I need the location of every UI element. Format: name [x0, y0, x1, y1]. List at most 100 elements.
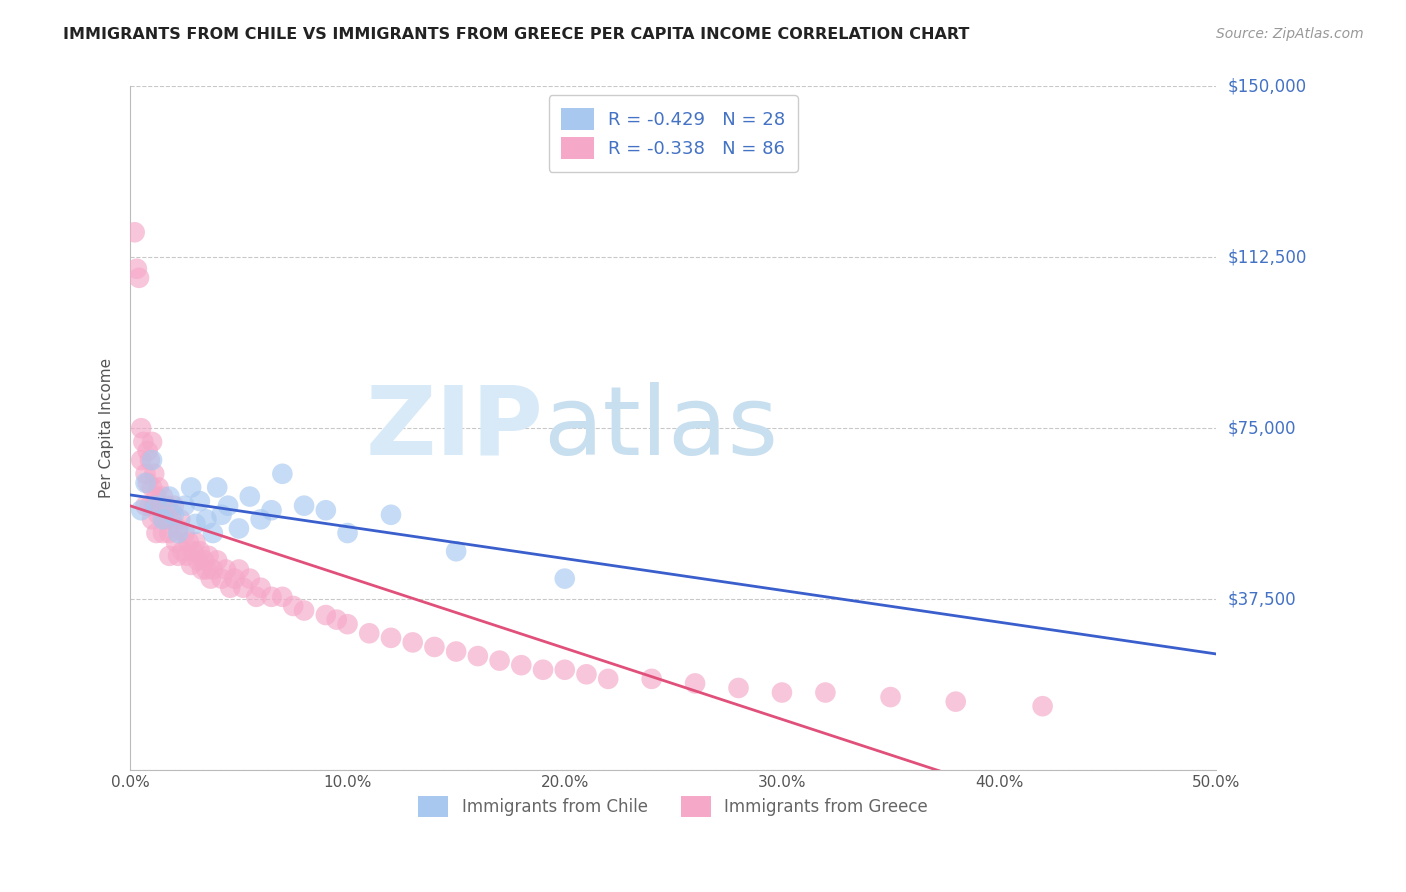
Point: [292, 499, 315, 513]
Point: [195, 512, 218, 526]
Point: [510, 658, 533, 673]
Point: [136, 475, 159, 490]
Point: [149, 499, 172, 513]
Point: [245, 590, 267, 604]
Point: [271, 467, 294, 481]
Point: [159, 526, 181, 541]
Point: [260, 590, 283, 604]
Point: [145, 490, 167, 504]
Point: [184, 535, 207, 549]
Point: [193, 553, 215, 567]
Point: [770, 685, 793, 699]
Point: [380, 508, 402, 522]
Point: [181, 544, 204, 558]
Point: [200, 572, 222, 586]
Point: [141, 453, 163, 467]
Point: [173, 526, 195, 541]
Point: [132, 434, 155, 449]
Point: [167, 521, 190, 535]
Point: [195, 562, 218, 576]
Point: [292, 603, 315, 617]
Point: [315, 503, 337, 517]
Point: [249, 581, 271, 595]
Point: [879, 690, 901, 704]
Point: [159, 490, 181, 504]
Point: [211, 508, 233, 522]
Point: [177, 535, 200, 549]
Point: [128, 270, 150, 285]
Point: [598, 672, 620, 686]
Point: [359, 626, 381, 640]
Point: [219, 581, 242, 595]
Point: [148, 480, 170, 494]
Point: [188, 544, 211, 558]
Point: [1032, 699, 1054, 714]
Point: [325, 613, 347, 627]
Point: [139, 499, 162, 513]
Point: [180, 480, 202, 494]
Point: [380, 631, 402, 645]
Point: [135, 475, 157, 490]
Point: [260, 503, 283, 517]
Point: [135, 467, 157, 481]
Point: [141, 434, 163, 449]
Point: [423, 640, 446, 654]
Point: [124, 225, 146, 239]
Point: [167, 526, 190, 541]
Point: [141, 512, 163, 526]
Point: [336, 617, 359, 632]
Point: [554, 572, 576, 586]
Point: [129, 421, 152, 435]
Point: [228, 521, 250, 535]
Point: [228, 562, 250, 576]
Point: [176, 549, 198, 563]
Text: $37,500: $37,500: [1227, 591, 1296, 608]
Point: [163, 508, 186, 522]
Point: [640, 672, 662, 686]
Point: [315, 608, 337, 623]
Text: $150,000: $150,000: [1227, 78, 1306, 95]
Point: [129, 453, 152, 467]
Point: [683, 676, 706, 690]
Text: $75,000: $75,000: [1227, 419, 1296, 437]
Text: atlas: atlas: [543, 382, 778, 475]
Point: [169, 512, 191, 526]
Point: [165, 535, 187, 549]
Point: [125, 261, 148, 276]
Point: [156, 499, 179, 513]
Point: [201, 562, 224, 576]
Point: [172, 544, 194, 558]
Point: [152, 512, 174, 526]
Point: [575, 667, 598, 681]
Point: [148, 508, 170, 522]
Point: [129, 503, 152, 517]
Point: [467, 649, 489, 664]
Text: $112,500: $112,500: [1227, 248, 1306, 267]
Point: [283, 599, 305, 613]
Point: [945, 695, 967, 709]
Point: [217, 499, 239, 513]
Point: [271, 590, 294, 604]
Point: [814, 685, 837, 699]
Point: [402, 635, 425, 649]
Y-axis label: Per Capita Income: Per Capita Income: [100, 359, 114, 499]
Point: [239, 572, 262, 586]
Point: [232, 581, 254, 595]
Point: [143, 499, 166, 513]
Text: Source: ZipAtlas.com: Source: ZipAtlas.com: [1216, 27, 1364, 41]
Point: [180, 558, 202, 572]
Point: [173, 499, 195, 513]
Point: [145, 526, 167, 541]
Point: [143, 467, 166, 481]
Point: [184, 516, 207, 531]
Point: [139, 453, 162, 467]
Point: [191, 562, 214, 576]
Point: [152, 490, 174, 504]
Point: [211, 572, 233, 586]
Point: [188, 494, 211, 508]
Point: [135, 499, 157, 513]
Point: [187, 553, 209, 567]
Point: [167, 549, 190, 563]
Point: [224, 572, 246, 586]
Point: [160, 512, 183, 526]
